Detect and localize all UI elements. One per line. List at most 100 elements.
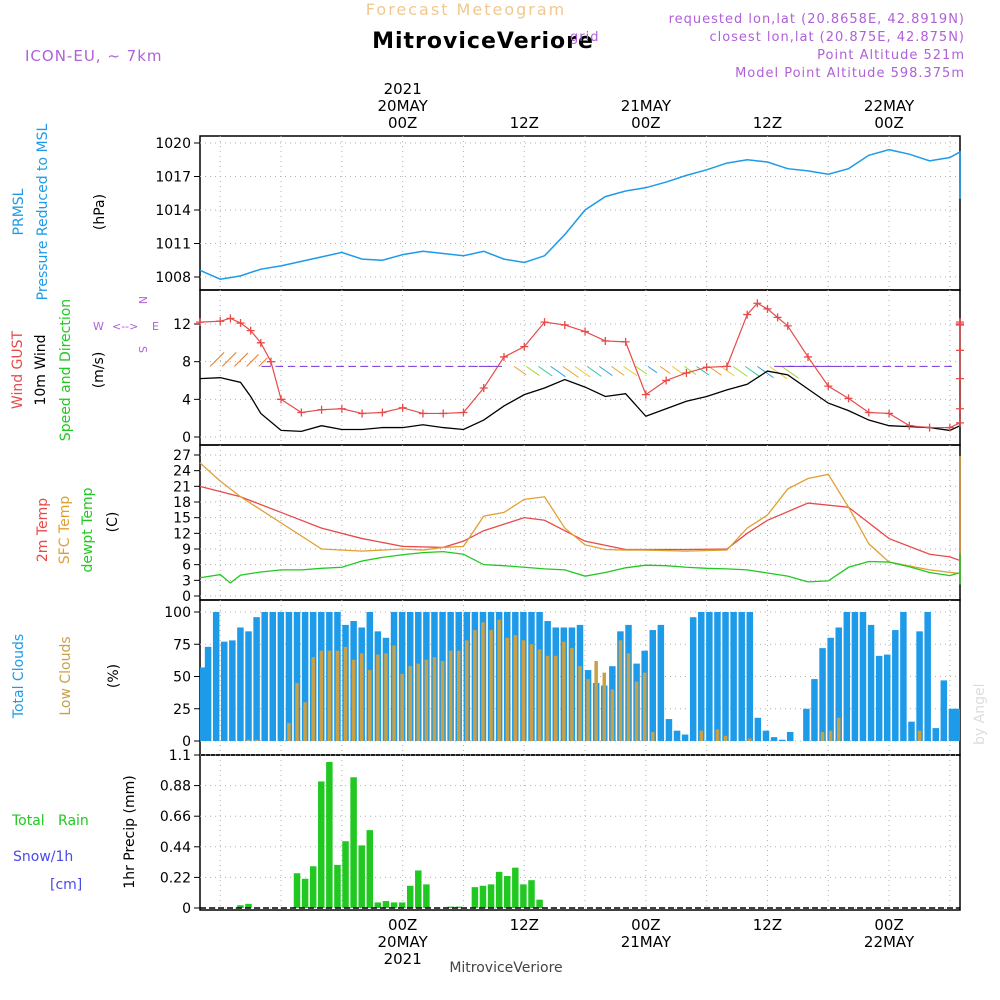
wind-10m-line	[199, 370, 961, 433]
low-cloud-bar	[715, 729, 720, 741]
y-tick-label: 1011	[155, 237, 191, 253]
wind-gust-marker	[956, 404, 964, 413]
y-tick-label: 0.44	[160, 840, 191, 856]
y-tick-label: 15	[173, 511, 191, 527]
rain-bar	[309, 866, 317, 908]
y-tick-label: 3	[182, 573, 191, 589]
wind-gust-marker	[662, 376, 671, 385]
rain-bar	[528, 880, 535, 908]
precip-labels: Total Rain Snow/1h [cm] 1hr Precip (mm)	[11, 775, 138, 893]
wind-gust-marker	[682, 368, 691, 377]
top-time-label: 22MAY	[864, 97, 915, 115]
wind-gust-marker	[956, 320, 964, 328]
y-tick-label: 0.88	[160, 779, 191, 795]
wind-gust-marker	[753, 299, 762, 308]
temp-2m-line	[199, 483, 961, 562]
low-cloud-bar	[287, 722, 291, 741]
wind-arrow	[526, 365, 540, 376]
low-cloud-bar	[553, 655, 558, 741]
y-tick-label: 0	[182, 430, 191, 446]
model-name: ICON-EU, ~ 7km	[25, 47, 163, 65]
low-cloud-bar	[521, 640, 526, 741]
total-cloud-bar	[811, 679, 818, 741]
y-tick-label: 4	[182, 392, 191, 408]
wind-arrow	[586, 365, 602, 377]
wind-arrow	[659, 365, 671, 374]
top-time-label: 20MAY	[378, 97, 429, 115]
low-cloud-bar	[505, 637, 509, 741]
requested-coords: requested lon,lat (20.8658E, 42.8919N)	[669, 12, 965, 27]
wind-gust-marker	[246, 326, 255, 335]
pressure-label-prmsl: PRMSL	[11, 188, 27, 235]
top-time-label: 12Z	[753, 114, 782, 132]
low-cloud-bar	[448, 650, 453, 741]
rain-bar	[495, 871, 503, 908]
low-cloud-bar	[586, 679, 590, 741]
rain-bar	[520, 884, 527, 908]
rain-bar	[293, 873, 301, 908]
temp-sfc-label: SFC Temp	[57, 496, 73, 565]
total-cloud-bar	[948, 708, 956, 741]
rain-bar	[374, 902, 382, 908]
total-cloud-bar	[229, 640, 236, 741]
y-tick-label: 6	[182, 558, 191, 574]
y-tick-label: 9	[182, 542, 191, 558]
panel-frame	[199, 289, 961, 446]
rain-bar	[342, 841, 349, 908]
rain-bar	[512, 867, 519, 908]
low-cloud-bar	[651, 731, 655, 741]
wind-gust-marker	[266, 357, 275, 366]
pressure-unit: (hPa)	[92, 194, 108, 230]
low-cloud-bar	[626, 653, 631, 741]
wind-arrow	[684, 365, 697, 375]
temp-sfc-line	[199, 456, 961, 578]
bottom-time-label: 21MAY	[621, 933, 672, 951]
total-cloud-bar	[932, 728, 939, 741]
temp-unit: (C)	[105, 512, 121, 533]
rain-bar	[487, 884, 495, 908]
y-tick-label: 0	[182, 901, 191, 917]
wind-gust-label: Wind GUST	[10, 330, 26, 409]
low-cloud-bar	[408, 666, 412, 741]
panels: 1020101710141011100812840272421181512963…	[155, 80, 964, 968]
wind-arrow	[598, 365, 613, 377]
wind-unit: (m/s)	[91, 352, 107, 389]
wind-gust-marker	[722, 362, 731, 371]
total-cloud-bar	[827, 637, 834, 741]
wind-gust-marker	[581, 327, 590, 336]
total-cloud-bar	[746, 612, 754, 741]
total-cloud-bar	[803, 708, 810, 741]
wind-arrow	[647, 365, 658, 374]
total-cloud-bar	[665, 719, 673, 741]
clouds-unit: (%)	[106, 664, 122, 688]
wind-gust-marker	[621, 337, 630, 346]
bottom-time-label: 20MAY	[378, 933, 429, 951]
total-cloud-bar	[900, 612, 907, 741]
closest-coords: closest lon,lat (20.875E, 42.875N)	[709, 30, 965, 45]
temp-2m-label: 2m Temp	[35, 498, 51, 562]
low-cloud-bar	[335, 650, 340, 741]
wind-gust-marker	[337, 404, 346, 413]
low-cloud-bar	[602, 672, 607, 741]
y-tick-label: 12	[173, 526, 191, 542]
low-cloud-bar	[368, 670, 372, 741]
total-cloud-bar	[285, 612, 293, 741]
low-cloud-bar	[642, 672, 647, 741]
low-cloud-bar	[295, 682, 299, 741]
total-cloud-bar	[269, 612, 277, 741]
low-cloud-bar	[246, 739, 251, 741]
wind-gust-marker	[763, 304, 772, 313]
wind-arrow	[720, 365, 735, 377]
total-cloud-bar	[778, 739, 786, 741]
total-clouds-label: Total Clouds	[11, 634, 27, 719]
wind-dir-label: Speed and Direction	[58, 299, 74, 441]
bottom-time-label: 12Z	[510, 916, 539, 934]
total-cloud-bar	[867, 624, 875, 741]
bottom-time-label: 12Z	[753, 916, 782, 934]
rain-bar	[447, 906, 454, 908]
low-cloud-bar	[424, 659, 429, 741]
bottom-time-label: 22MAY	[864, 933, 915, 951]
top-time-label: 12Z	[510, 114, 539, 132]
low-cloud-bar	[537, 649, 542, 741]
total-cloud-bar	[237, 627, 244, 741]
